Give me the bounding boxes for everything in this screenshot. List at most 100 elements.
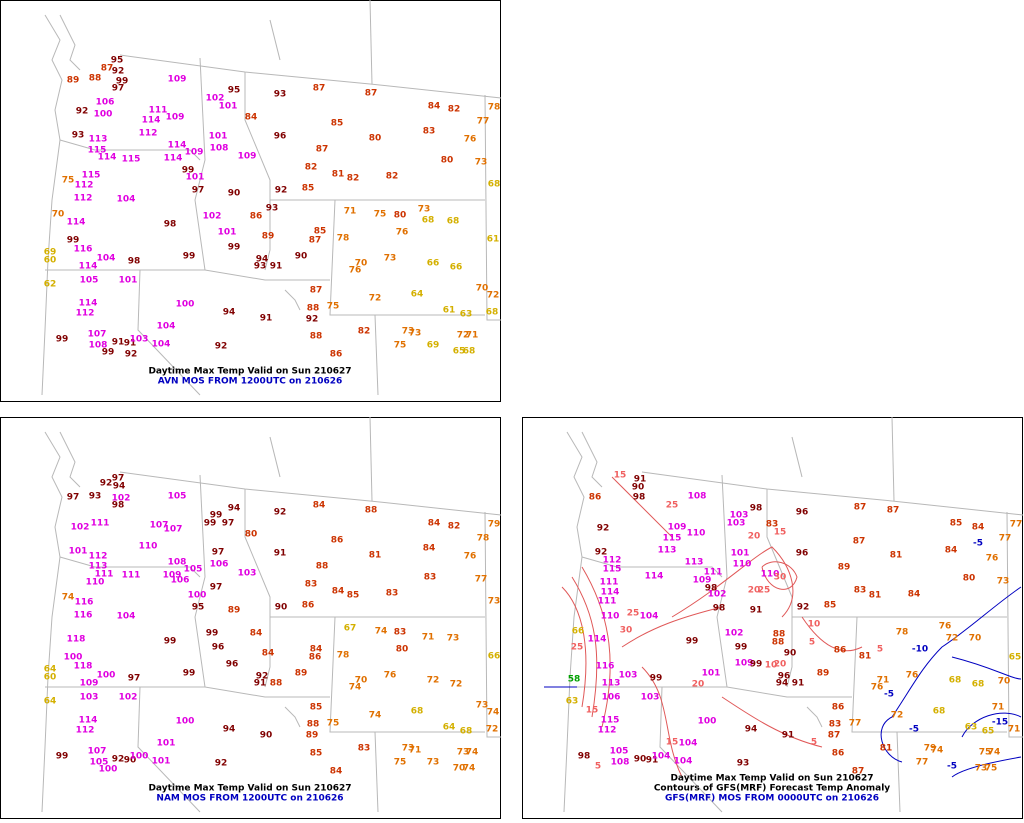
temperature-label: 76: [349, 266, 362, 276]
temperature-label: 104: [640, 612, 659, 622]
temperature-label: 88: [89, 74, 102, 84]
temperature-label: 93: [266, 204, 279, 214]
anomaly-contours-negative: [544, 586, 1022, 778]
temperature-label: 76: [464, 135, 477, 145]
temperature-label: 103: [727, 519, 746, 529]
temperature-label: 81: [859, 652, 872, 662]
temperature-label: 91: [634, 475, 647, 485]
temperature-label: 103: [730, 511, 749, 521]
temperature-label: 88: [773, 630, 786, 640]
temperature-label: 68: [411, 707, 424, 717]
temperature-label: 88: [365, 506, 378, 516]
temperature-label: 72: [369, 294, 382, 304]
temperature-label: 73: [457, 748, 470, 758]
temperature-label: 109: [693, 576, 712, 586]
temperature-label: 98: [713, 604, 726, 614]
temperature-label: 85: [314, 227, 327, 237]
temperature-label: 111: [149, 106, 168, 116]
temperature-label: 83: [766, 520, 779, 530]
temperature-label: 70: [52, 210, 65, 220]
anomaly-contour-label: 20: [692, 680, 705, 690]
anomaly-contour-label: 5: [809, 638, 815, 648]
temperature-label: 115: [663, 534, 682, 544]
temperature-label: 109: [80, 679, 99, 689]
temperature-label: 101: [186, 173, 205, 183]
temperature-label: 76: [986, 554, 999, 564]
temperature-label: 108: [168, 558, 187, 568]
temperature-label: 84: [310, 645, 323, 655]
temperature-label: 101: [69, 547, 88, 557]
temperature-label: 113: [658, 546, 677, 556]
temperature-label: 75: [327, 719, 340, 729]
temperature-label: 87: [365, 89, 378, 99]
temperature-label: 101: [731, 549, 750, 559]
anomaly-contour-label: 10: [808, 620, 821, 630]
temperature-label: 98: [128, 257, 141, 267]
temperature-label: 100: [130, 752, 149, 762]
temperature-label: 99: [228, 243, 241, 253]
anomaly-contour-label: 20: [774, 660, 787, 670]
temperature-label: 84: [428, 102, 441, 112]
temperature-label: 76: [396, 228, 409, 238]
temperature-label: 89: [67, 76, 80, 86]
temperature-label: 80: [369, 134, 382, 144]
temperature-label: 70: [355, 259, 368, 269]
temperature-label: 78: [477, 534, 490, 544]
temperature-label: 108: [688, 492, 707, 502]
temperature-label: 104: [97, 254, 116, 264]
temperature-label: 102: [206, 94, 225, 104]
temperature-label: 92: [595, 548, 608, 558]
temperature-label: 112: [76, 309, 95, 319]
temperature-label: 98: [578, 752, 591, 762]
temperature-label: 71: [422, 633, 435, 643]
temperature-label: 103: [130, 335, 149, 345]
temperature-label: 109: [735, 659, 754, 669]
temperature-label: 111: [95, 570, 114, 580]
temperature-label: 60: [44, 256, 57, 266]
temperature-label: 88: [310, 332, 323, 342]
temperature-label: 96: [796, 549, 809, 559]
temperature-label: 78: [337, 651, 350, 661]
temperature-label: 77: [475, 575, 488, 585]
temperature-label: 87: [828, 731, 841, 741]
temperature-label: 109: [168, 75, 187, 85]
temperature-label: 74: [62, 593, 75, 603]
temperature-label: 92: [215, 759, 228, 769]
temperature-label: 105: [168, 492, 187, 502]
temperature-label: 64: [443, 723, 456, 733]
temperature-label: 90: [784, 649, 797, 659]
temperature-label: 93: [274, 90, 287, 100]
temperature-label: 65: [982, 727, 995, 737]
temperature-label: 71: [344, 207, 357, 217]
anomaly-contour-label: 20: [748, 586, 761, 596]
temperature-label: 68: [488, 180, 501, 190]
temperature-label: 92: [100, 479, 113, 489]
temperature-label: 73: [402, 744, 415, 754]
temperature-label: 88: [316, 562, 329, 572]
temperature-label: 99: [183, 669, 196, 679]
caption: Daytime Max Temp Valid on Sun 210627: [148, 784, 351, 794]
temperature-label: 95: [111, 56, 124, 66]
temperature-label: 85: [302, 184, 315, 194]
temperature-label: 73: [409, 329, 422, 339]
temperature-label: 68: [933, 707, 946, 717]
temperature-label: 82: [347, 174, 360, 184]
anomaly-contour-label: 15: [586, 706, 599, 716]
temperature-label: 96: [796, 508, 809, 518]
temperature-label: 77: [477, 117, 490, 127]
temperature-label: 73: [402, 327, 415, 337]
temperature-label: 111: [598, 597, 617, 607]
temperature-label: 73: [447, 634, 460, 644]
temperature-label: 83: [854, 586, 867, 596]
temperature-label: 97: [112, 474, 125, 484]
temperature-label: 81: [890, 551, 903, 561]
temperature-label: 90: [634, 755, 647, 765]
temperature-label: 88: [270, 679, 283, 689]
temperature-label: 99: [750, 660, 763, 670]
temperature-label: 86: [834, 646, 847, 656]
temperature-label: 102: [112, 494, 131, 504]
temperature-label: 109: [238, 152, 257, 162]
anomaly-contour-label: -5: [909, 725, 919, 735]
temperature-label: 102: [708, 590, 727, 600]
